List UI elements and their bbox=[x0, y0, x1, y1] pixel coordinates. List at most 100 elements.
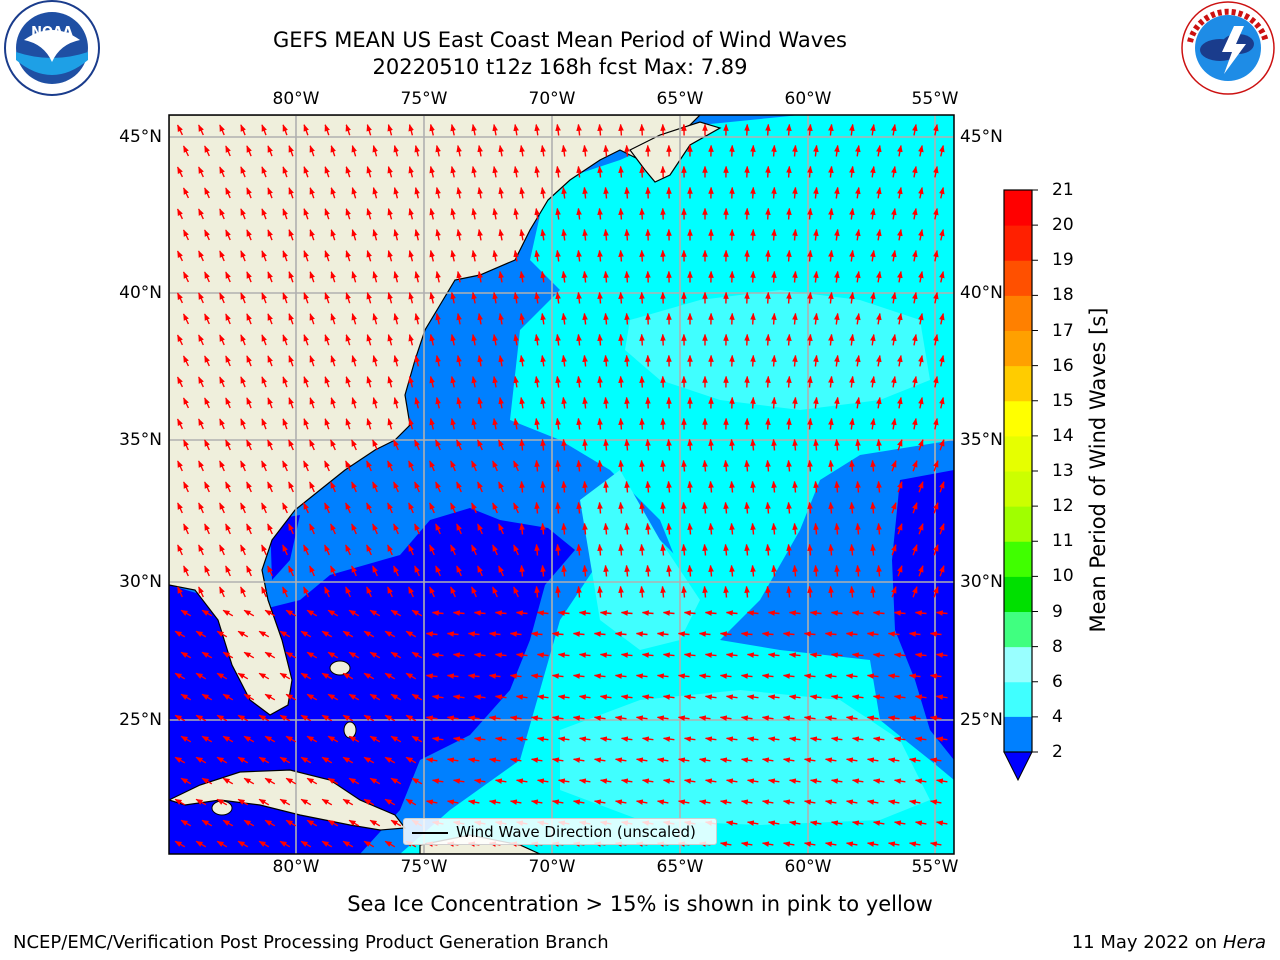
wind-wave-arrow bbox=[582, 228, 588, 241]
wind-wave-arrow bbox=[855, 270, 861, 283]
wind-wave-arrow bbox=[204, 271, 210, 283]
wind-wave-arrow bbox=[536, 736, 549, 742]
wind-wave-arrow bbox=[348, 693, 360, 701]
wind-wave-arrow bbox=[620, 736, 633, 742]
wind-wave-arrow bbox=[561, 312, 567, 325]
wind-wave-arrow bbox=[597, 249, 603, 262]
wind-wave-arrow bbox=[618, 543, 624, 556]
wind-wave-arrow bbox=[246, 523, 252, 535]
wind-wave-arrow bbox=[435, 144, 441, 157]
wind-wave-arrow bbox=[219, 460, 225, 472]
lat-label-left: 40°N bbox=[119, 283, 162, 303]
lon-label-top: 80°W bbox=[272, 89, 320, 109]
wind-wave-arrow bbox=[561, 186, 567, 199]
wind-wave-arrow bbox=[258, 798, 270, 806]
wind-wave-arrow bbox=[618, 459, 624, 472]
wind-wave-arrow bbox=[933, 291, 939, 304]
wind-wave-arrow bbox=[551, 757, 564, 763]
wind-wave-arrow bbox=[446, 715, 459, 721]
colorbar-segment bbox=[1004, 330, 1032, 367]
wind-wave-arrow bbox=[456, 396, 462, 409]
wind-wave-arrow bbox=[182, 397, 190, 409]
wind-wave-arrow bbox=[876, 228, 882, 241]
wind-wave-arrow bbox=[494, 778, 507, 784]
wind-wave-arrow bbox=[593, 673, 606, 679]
wind-wave-arrow bbox=[264, 819, 276, 827]
wind-wave-arrow bbox=[662, 652, 675, 658]
wind-wave-arrow bbox=[750, 270, 756, 283]
wind-wave-arrow bbox=[750, 522, 756, 535]
wind-wave-arrow bbox=[912, 544, 918, 556]
wind-wave-arrow bbox=[471, 544, 477, 556]
wind-wave-arrow bbox=[219, 208, 225, 220]
wind-wave-arrow bbox=[891, 375, 897, 388]
wind-wave-arrow bbox=[384, 840, 396, 848]
wind-wave-arrow bbox=[624, 186, 630, 199]
wind-wave-arrow bbox=[282, 586, 288, 598]
wind-wave-arrow bbox=[324, 292, 330, 304]
wind-wave-arrow bbox=[288, 313, 294, 325]
wind-wave-arrow bbox=[666, 522, 672, 535]
wind-wave-arrow bbox=[180, 819, 192, 827]
wind-wave-arrow bbox=[666, 438, 672, 451]
wind-wave-arrow bbox=[216, 840, 228, 848]
wind-wave-arrow bbox=[744, 459, 750, 472]
wind-wave-arrow bbox=[450, 417, 456, 430]
wind-wave-arrow bbox=[519, 564, 525, 577]
wind-wave-arrow bbox=[576, 501, 582, 514]
wind-wave-arrow bbox=[471, 586, 477, 598]
wind-wave-arrow bbox=[813, 480, 819, 493]
wind-wave-arrow bbox=[372, 145, 378, 157]
wind-wave-arrow bbox=[411, 693, 423, 701]
wind-wave-arrow bbox=[408, 250, 414, 262]
wind-wave-arrow bbox=[519, 522, 525, 535]
wind-wave-arrow bbox=[195, 840, 207, 848]
wind-wave-arrow bbox=[488, 673, 501, 679]
wind-wave-arrow bbox=[893, 610, 906, 616]
wind-wave-arrow bbox=[261, 376, 267, 388]
wind-wave-arrow bbox=[891, 544, 897, 556]
wind-wave-arrow bbox=[578, 694, 591, 700]
wind-wave-arrow bbox=[306, 651, 318, 659]
footer-date: 11 May 2022 on Hera bbox=[1072, 932, 1266, 954]
wind-wave-arrow bbox=[572, 799, 585, 805]
wind-wave-arrow bbox=[477, 565, 483, 577]
wind-wave-arrow bbox=[393, 313, 399, 325]
wind-wave-arrow bbox=[429, 417, 435, 430]
wind-wave-arrow bbox=[540, 270, 546, 283]
wind-wave-arrow bbox=[513, 375, 519, 388]
wind-wave-arrow bbox=[366, 544, 372, 556]
wind-wave-arrow bbox=[597, 459, 603, 472]
wind-wave-arrow bbox=[746, 778, 759, 784]
wind-wave-arrow bbox=[452, 610, 465, 616]
wind-wave-arrow bbox=[786, 165, 792, 178]
wind-wave-arrow bbox=[393, 271, 399, 283]
colorbar-level-label: 10 bbox=[1052, 566, 1074, 587]
wind-wave-arrow bbox=[834, 480, 840, 493]
wind-wave-arrow bbox=[908, 715, 921, 721]
wind-wave-arrow bbox=[488, 631, 501, 637]
sea-ice-note: Sea Ice Concentration > 15% is shown in … bbox=[347, 892, 933, 916]
colorbar-segment bbox=[1004, 365, 1032, 402]
wind-wave-arrow bbox=[174, 630, 186, 638]
wind-wave-arrow bbox=[725, 694, 738, 700]
wind-wave-arrow bbox=[849, 207, 855, 220]
wind-wave-arrow bbox=[408, 166, 414, 178]
wind-wave-arrow bbox=[582, 312, 588, 325]
wind-wave-arrow bbox=[342, 756, 354, 764]
wind-wave-arrow bbox=[788, 736, 801, 742]
island bbox=[211, 800, 233, 816]
wind-wave-arrow bbox=[830, 610, 843, 616]
wind-wave-arrow bbox=[456, 354, 462, 367]
wind-wave-arrow bbox=[555, 249, 561, 262]
wind-wave-arrow bbox=[582, 480, 588, 493]
wind-wave-arrow bbox=[662, 778, 675, 784]
wind-wave-arrow bbox=[261, 502, 267, 514]
wind-wave-arrow bbox=[450, 249, 456, 262]
wind-wave-arrow bbox=[639, 207, 645, 220]
wind-wave-arrow bbox=[393, 565, 399, 577]
wind-wave-arrow bbox=[264, 735, 276, 743]
wind-wave-arrow bbox=[876, 522, 882, 535]
wind-wave-arrow bbox=[635, 631, 648, 637]
wind-wave-arrow bbox=[300, 630, 312, 638]
